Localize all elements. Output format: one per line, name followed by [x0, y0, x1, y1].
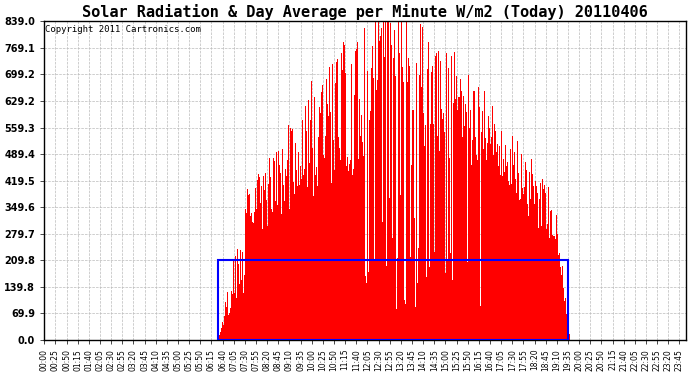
Title: Solar Radiation & Day Average per Minute W/m2 (Today) 20110406: Solar Radiation & Day Average per Minute…	[82, 4, 648, 20]
Text: Copyright 2011 Cartronics.com: Copyright 2011 Cartronics.com	[46, 24, 201, 33]
Bar	[218, 260, 568, 340]
